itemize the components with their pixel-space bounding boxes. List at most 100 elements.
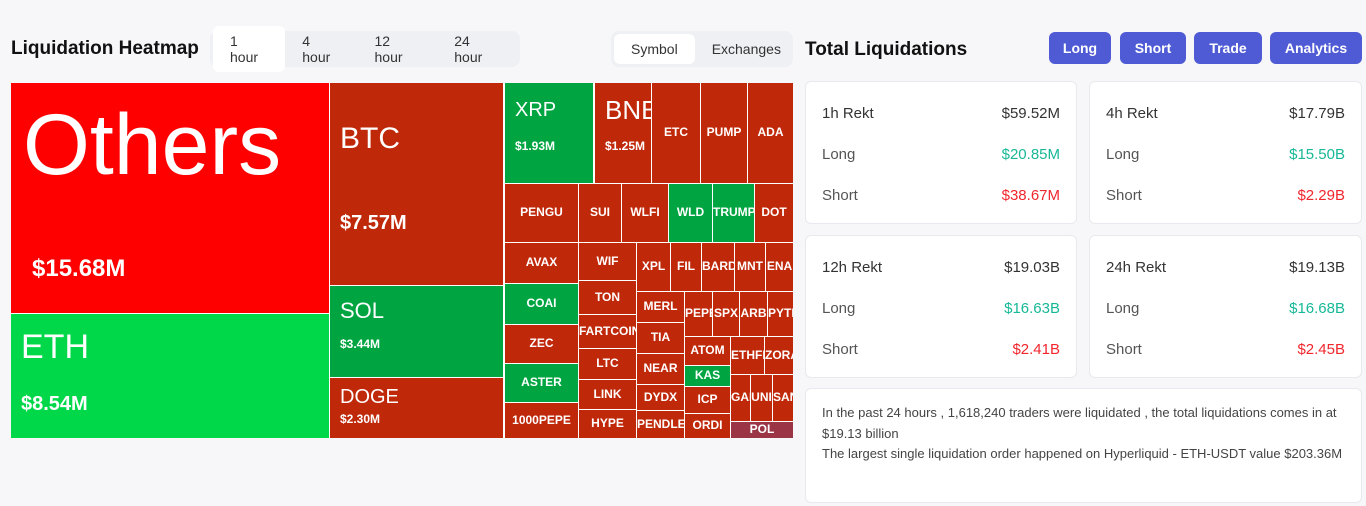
treemap-cell[interactable]: POL	[731, 422, 793, 438]
treemap-cell[interactable]: 1000PEPE	[505, 403, 578, 438]
treemap-cell[interactable]: ETHFI	[731, 337, 764, 374]
treemap-cell[interactable]: WLFI	[622, 184, 668, 242]
cell-label: DOGE	[340, 386, 399, 408]
row-label: Long	[822, 146, 856, 163]
action-button[interactable]: Analytics	[1270, 32, 1362, 64]
cell-label: BTC	[340, 121, 400, 155]
time-tab[interactable]: 12 hour	[374, 33, 403, 65]
cell-label: Others	[23, 96, 282, 193]
card-row: Short $38.67M	[822, 187, 1060, 204]
treemap-cell[interactable]: WLD	[669, 184, 712, 242]
row-label: Short	[1106, 187, 1142, 204]
treemap-cell[interactable]: ARB	[740, 292, 767, 336]
row-value: $2.29B	[1297, 187, 1345, 204]
cell-value: $7.57M	[340, 212, 407, 235]
treemap-cell[interactable]: DOGE $2.30M	[330, 378, 503, 438]
treemap-cell[interactable]: ASTER	[505, 364, 578, 402]
treemap-cell[interactable]: ATOM	[685, 337, 730, 365]
cell-label: NEAR	[643, 361, 678, 375]
treemap-cell[interactable]: WIF	[579, 243, 636, 280]
rekt-card: 12h Rekt $19.03B Long $16.63B Short $2.41B	[805, 235, 1077, 378]
cell-label: MNT	[737, 259, 763, 273]
treemap-cell[interactable]: HYPE	[579, 410, 636, 438]
time-tab[interactable]: 1 hour	[213, 26, 286, 72]
treemap-cell[interactable]: UNI	[751, 375, 772, 421]
treemap-cell[interactable]: ORDI	[685, 414, 730, 438]
row-label: Long	[822, 300, 856, 317]
cell-label: BARD	[702, 259, 734, 273]
treemap-cell[interactable]: ZORA	[765, 337, 793, 374]
treemap-cell[interactable]: PEPE	[685, 292, 712, 336]
treemap-cell[interactable]: ETC	[652, 83, 700, 183]
treemap-cell[interactable]: FARTCOIN	[579, 315, 636, 348]
card-row: 4h Rekt $17.79B	[1106, 105, 1345, 122]
view-tab[interactable]: Exchanges	[711, 41, 781, 57]
action-button[interactable]: Long	[1049, 32, 1111, 64]
treemap-cell[interactable]: TON	[579, 281, 636, 314]
treemap-cell[interactable]: KAS	[685, 366, 730, 386]
treemap-cell[interactable]: LTC	[579, 349, 636, 379]
cell-label: GALA	[731, 390, 750, 404]
card-row: Long $16.68B	[1106, 300, 1345, 317]
treemap-cell[interactable]: SAND	[773, 375, 793, 421]
card-row: Long $20.85M	[822, 146, 1060, 163]
treemap-cell[interactable]: MERL	[637, 292, 684, 322]
treemap-cell[interactable]: SPX	[713, 292, 739, 336]
treemap-cell[interactable]: XRP $1.93M	[505, 83, 593, 183]
treemap-cell[interactable]: ETH $8.54M	[11, 314, 329, 438]
treemap-cell[interactable]: FIL	[671, 243, 701, 291]
treemap: Others $15.68M ETH $8.54M BTC $7.57M SOL $3.44M…	[11, 83, 793, 438]
treemap-cell[interactable]: SOL $3.44M	[330, 286, 503, 377]
time-tab[interactable]: 4 hour	[302, 33, 331, 65]
card-row: Long $16.63B	[822, 300, 1060, 317]
treemap-cell[interactable]: TRUMP	[713, 184, 754, 242]
cell-value: $3.44M	[340, 336, 381, 351]
treemap-cell[interactable]: ZEC	[505, 325, 578, 363]
treemap-cell[interactable]: Others $15.68M	[11, 83, 329, 313]
treemap-cell[interactable]: PENGU	[505, 184, 578, 242]
treemap-cell[interactable]: SUI	[579, 184, 621, 242]
cell-label: WIF	[596, 253, 619, 268]
cell-label: KAS	[694, 368, 721, 382]
row-label: 4h Rekt	[1106, 105, 1158, 122]
view-tab[interactable]: Symbol	[614, 34, 695, 64]
treemap-cell[interactable]: PYTH	[768, 292, 793, 336]
action-button[interactable]: Trade	[1194, 32, 1262, 64]
cell-label: WLD	[676, 205, 705, 219]
treemap-cell[interactable]: TIA	[637, 323, 684, 353]
row-value: $16.68B	[1289, 300, 1345, 317]
treemap-cell[interactable]: COAI	[505, 284, 578, 324]
row-value: $59.52M	[1001, 105, 1060, 122]
treemap-cell[interactable]: BNB $1.25M	[595, 83, 651, 183]
treemap-cell[interactable]: DYDX	[637, 385, 684, 410]
cell-label: ZEC	[529, 336, 554, 350]
cell-label: ASTER	[521, 375, 562, 389]
cell-label: XPL	[641, 259, 666, 273]
treemap-cell[interactable]: ADA	[748, 83, 793, 183]
time-tab[interactable]: 24 hour	[454, 33, 483, 65]
row-value: $19.13B	[1289, 259, 1345, 276]
treemap-cell[interactable]: LINK	[579, 380, 636, 409]
treemap-cell[interactable]: DOT	[755, 184, 793, 242]
treemap-cell[interactable]: BTC $7.57M	[330, 83, 503, 285]
cell-label: ADA	[757, 125, 784, 139]
summary-title: Total Liquidations	[805, 39, 968, 60]
cell-label: ETH	[21, 328, 89, 367]
treemap-cell[interactable]: ENA	[766, 243, 793, 291]
row-label: 1h Rekt	[822, 105, 874, 122]
treemap-cell[interactable]: AVAX	[505, 243, 578, 283]
cell-label: XRP	[515, 99, 557, 121]
action-button[interactable]: Short	[1120, 32, 1186, 64]
treemap-cell[interactable]: PENDLE	[637, 411, 684, 438]
cell-label: ICP	[697, 392, 718, 406]
treemap-cell[interactable]: MNT	[735, 243, 765, 291]
treemap-cell[interactable]: NEAR	[637, 354, 684, 384]
row-value: $38.67M	[1001, 187, 1060, 204]
cell-label: UNI	[751, 390, 772, 404]
rekt-card: 1h Rekt $59.52M Long $20.85M Short $38.67M	[805, 81, 1077, 224]
treemap-cell[interactable]: XPL	[637, 243, 670, 291]
treemap-cell[interactable]: PUMP	[701, 83, 747, 183]
treemap-cell[interactable]: ICP	[685, 387, 730, 413]
treemap-cell[interactable]: GALA	[731, 375, 750, 421]
treemap-cell[interactable]: BARD	[702, 243, 734, 291]
